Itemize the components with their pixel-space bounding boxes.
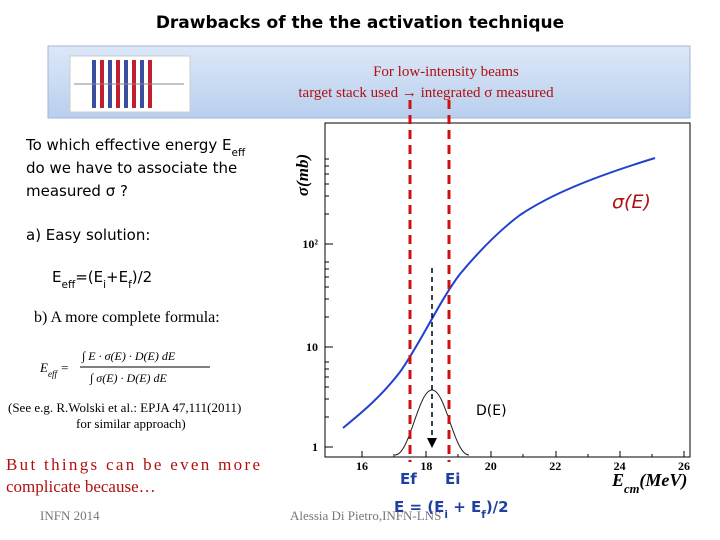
- subscript: i: [444, 509, 448, 521]
- text-segment: )/2: [486, 498, 509, 516]
- subscript: i: [103, 279, 106, 291]
- subscript: eff: [48, 369, 59, 379]
- x-tick-label: 16: [356, 459, 368, 473]
- text-segment: do we have to associate the: [26, 159, 237, 177]
- y-axis-label: σ(mb): [293, 154, 312, 196]
- banner-line: target stack used → integrated σ measure…: [298, 85, 554, 101]
- y-tick-label: 10²: [302, 237, 318, 251]
- footer-left: INFN 2014: [40, 508, 100, 523]
- subscript: eff: [61, 279, 75, 291]
- curve-label: σ(E): [612, 191, 651, 213]
- text-segment: measured σ ?: [26, 182, 128, 200]
- y-tick-label: 10: [306, 340, 318, 354]
- text-segment: + E: [448, 498, 481, 516]
- x-tick-label: 20: [485, 459, 497, 473]
- reference: (See e.g. R.Wolski et al.: EPJA 47,111(2…: [8, 400, 241, 415]
- arrow-head: [427, 438, 437, 448]
- distribution-label: D(E): [476, 403, 507, 419]
- complicate-text: complicate because…: [6, 477, 156, 496]
- title: Drawbacks of the the activation techniqu…: [156, 13, 564, 33]
- text-segment: =(E: [75, 268, 103, 286]
- formula-numerator: ∫ E · σ(E) · D(E) dE: [81, 349, 176, 363]
- subscript: cm: [624, 482, 640, 496]
- mean-energy-label: E = (Ei + Ef)/2: [394, 498, 509, 521]
- easy-formula: Eeff=(Ei+Ef)/2: [52, 268, 152, 291]
- text-segment: )/2: [132, 268, 152, 286]
- subscript: f: [128, 279, 132, 291]
- x-tick-label: 18: [420, 459, 432, 473]
- x-tick-label: 26: [678, 459, 690, 473]
- plot-frame: [324, 122, 691, 458]
- banner-line: For low-intensity beams: [373, 64, 519, 80]
- x-tick-label: 22: [549, 459, 561, 473]
- text-segment: =: [57, 360, 69, 375]
- complicate-text: But things can be even more: [6, 455, 260, 474]
- question-line: To which effective energy Eeff: [25, 136, 246, 159]
- ef-label: Ef: [400, 470, 417, 488]
- subscript: f: [481, 509, 486, 521]
- text-segment: (MeV): [639, 470, 687, 491]
- text-segment: E: [52, 268, 61, 286]
- complete-label: b) A more complete formula:: [34, 309, 220, 326]
- text-segment: To which effective energy E: [25, 136, 232, 154]
- subscript: eff: [232, 147, 246, 159]
- y-tick-label: 1: [312, 440, 318, 454]
- footer-center: Alessia Di Pietro,INFN-LNS: [290, 508, 441, 523]
- question-line: measured σ ?: [26, 182, 128, 200]
- text-segment: E: [611, 470, 624, 490]
- ei-label: Ei: [445, 470, 460, 488]
- target-stack-icon: [69, 55, 191, 113]
- cross-section-curve: [342, 157, 656, 429]
- x-axis-label: Ecm(MeV): [611, 470, 687, 496]
- x-tick-label: 24: [614, 459, 626, 473]
- formula-denominator: ∫ σ(E) · D(E) dE: [89, 371, 168, 385]
- easy-label: a) Easy solution:: [26, 226, 150, 244]
- reference: for similar approach): [76, 416, 186, 431]
- text-segment: E = (E: [394, 498, 444, 516]
- text-segment: E: [39, 360, 48, 375]
- formula-lhs: Eeff =: [39, 360, 69, 379]
- question-line: do we have to associate the: [26, 159, 237, 177]
- text-segment: +E: [106, 268, 128, 286]
